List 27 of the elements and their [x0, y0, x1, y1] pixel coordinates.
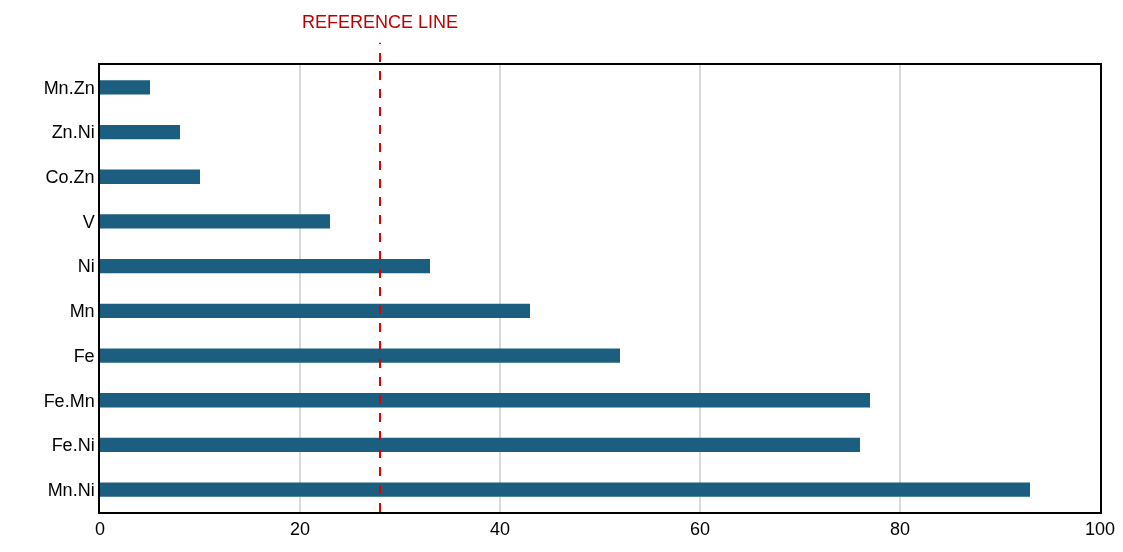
bar — [100, 303, 530, 318]
x-tick-label: 60 — [689, 519, 711, 540]
bar — [100, 80, 150, 95]
x-tick-label: 0 — [94, 519, 106, 540]
bar — [100, 124, 180, 140]
bar — [100, 393, 870, 408]
y-tick-label: Fe — [73, 345, 95, 366]
x-tick-label: 100 — [1084, 519, 1116, 540]
y-tick-label: Fe.Ni — [51, 435, 95, 456]
bar — [100, 482, 1030, 497]
bar — [100, 348, 620, 363]
bar — [100, 437, 860, 453]
bar — [100, 169, 200, 184]
x-tick-label: 20 — [289, 519, 311, 540]
x-tick-label: 80 — [889, 519, 911, 540]
y-tick-label: Fe.Mn — [43, 390, 95, 411]
ref-line-label: REFERENCE LINE — [302, 12, 459, 32]
x-tick-label: 40 — [489, 519, 511, 540]
y-tick-label: Mn.Zn — [43, 77, 95, 98]
y-tick-label: Zn.Ni — [51, 122, 95, 143]
y-tick-label: Co.Zn — [45, 167, 95, 188]
y-tick-label: Ni — [77, 256, 95, 277]
y-tick-label: Mn — [69, 301, 95, 322]
y-tick-label: Mn.Ni — [47, 479, 95, 500]
y-tick-label: V — [82, 211, 95, 232]
bar — [100, 214, 330, 229]
bar — [100, 259, 430, 274]
